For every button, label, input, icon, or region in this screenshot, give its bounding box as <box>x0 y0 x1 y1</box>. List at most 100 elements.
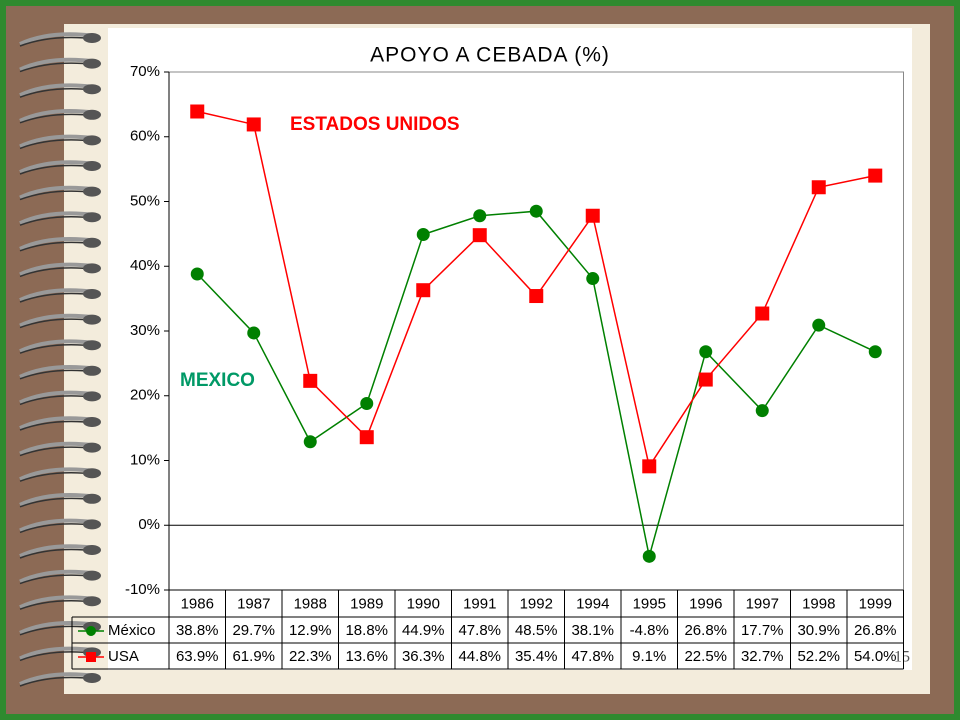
slide-number: 15 <box>894 649 910 666</box>
x-tick-label: 1986 <box>181 595 214 612</box>
x-tick-label: 1994 <box>576 595 609 612</box>
annotation: MEXICO <box>180 370 255 391</box>
x-tick-label: 1996 <box>689 595 722 612</box>
point <box>416 228 430 242</box>
point <box>190 104 205 119</box>
spiral-hole <box>83 493 101 504</box>
table-value: 47.8% <box>458 622 501 639</box>
y-tick-label: 70% <box>130 63 160 80</box>
x-tick-label: 1990 <box>407 595 440 612</box>
annotation: ESTADOS UNIDOS <box>290 114 460 135</box>
y-tick-label: -10% <box>125 581 160 598</box>
table-value: 47.8% <box>571 648 614 665</box>
spiral-hole <box>83 135 101 146</box>
point <box>190 267 204 281</box>
legend-label: México <box>108 622 156 639</box>
point <box>755 306 770 321</box>
x-tick-label: 1989 <box>350 595 383 612</box>
spiral-hole <box>83 570 101 581</box>
chart-title: APOYO A CEBADA (%) <box>370 44 610 67</box>
table-value: -4.8% <box>630 622 669 639</box>
spiral-hole <box>83 237 101 248</box>
spiral-hole <box>83 186 101 197</box>
spiral-hole <box>83 263 101 274</box>
spiral-hole <box>83 391 101 402</box>
spiral-hole <box>83 314 101 325</box>
spiral-hole <box>83 161 101 171</box>
table-value: 18.8% <box>345 622 388 639</box>
point <box>247 326 261 340</box>
table-value: 32.7% <box>741 648 784 665</box>
legend-label: USA <box>108 648 139 665</box>
table-value: 48.5% <box>515 622 558 639</box>
point <box>416 283 431 298</box>
point <box>698 372 713 387</box>
x-tick-label: 1999 <box>859 595 892 612</box>
table-value: 29.7% <box>232 622 275 639</box>
spiral-hole <box>83 289 101 299</box>
table-value: 9.1% <box>632 648 666 665</box>
y-tick-label: 40% <box>130 257 160 274</box>
spiral-hole <box>83 442 101 453</box>
point <box>360 397 374 411</box>
point <box>642 549 656 563</box>
point <box>586 272 600 286</box>
spiral-hole <box>83 212 101 223</box>
legend-marker <box>86 652 96 662</box>
spiral-hole <box>83 84 101 95</box>
spiral-hole <box>83 417 101 427</box>
spiral-hole <box>83 340 101 351</box>
table-value: 13.6% <box>345 648 388 665</box>
point <box>812 318 826 332</box>
x-tick-label: 1988 <box>294 595 327 612</box>
point <box>585 208 600 223</box>
point <box>303 373 318 388</box>
table-value: 63.9% <box>176 648 219 665</box>
table-value: 26.8% <box>684 622 727 639</box>
point <box>642 459 657 474</box>
table-value: 30.9% <box>797 622 840 639</box>
table-value: 22.3% <box>289 648 332 665</box>
y-tick-label: 0% <box>138 516 160 533</box>
y-tick-label: 20% <box>130 387 160 404</box>
point <box>303 435 317 449</box>
table-value: 44.8% <box>458 648 501 665</box>
x-tick-label: 1998 <box>802 595 835 612</box>
spiral-hole <box>83 519 101 530</box>
table-value: 54.0% <box>854 648 897 665</box>
spiral-hole <box>83 545 101 555</box>
y-tick-label: 50% <box>130 192 160 209</box>
point <box>359 430 374 445</box>
spiral-hole <box>83 673 101 683</box>
table-value: 12.9% <box>289 622 332 639</box>
table-value: 61.9% <box>232 648 275 665</box>
point <box>699 345 713 359</box>
spiral-hole <box>83 365 101 376</box>
table-value: 38.1% <box>571 622 614 639</box>
x-tick-label: 1992 <box>520 595 553 612</box>
y-tick-label: 30% <box>130 322 160 339</box>
x-tick-label: 1987 <box>237 595 270 612</box>
y-tick-label: 10% <box>130 451 160 468</box>
table-value: 44.9% <box>402 622 445 639</box>
legend-marker <box>86 626 96 636</box>
spiral-hole <box>83 33 101 43</box>
table-value: 35.4% <box>515 648 558 665</box>
chart-area <box>108 28 912 670</box>
spiral-hole <box>83 468 101 479</box>
point <box>811 180 826 195</box>
x-tick-label: 1995 <box>633 595 666 612</box>
x-tick-label: 1997 <box>746 595 779 612</box>
y-tick-label: 60% <box>130 128 160 145</box>
point <box>472 228 487 243</box>
table-value: 17.7% <box>741 622 784 639</box>
table-value: 26.8% <box>854 622 897 639</box>
table-value: 36.3% <box>402 648 445 665</box>
table-value: 52.2% <box>797 648 840 665</box>
point <box>868 168 883 183</box>
table-value: 22.5% <box>684 648 727 665</box>
spiral-hole <box>83 596 101 607</box>
point <box>473 209 487 223</box>
point <box>755 404 769 418</box>
